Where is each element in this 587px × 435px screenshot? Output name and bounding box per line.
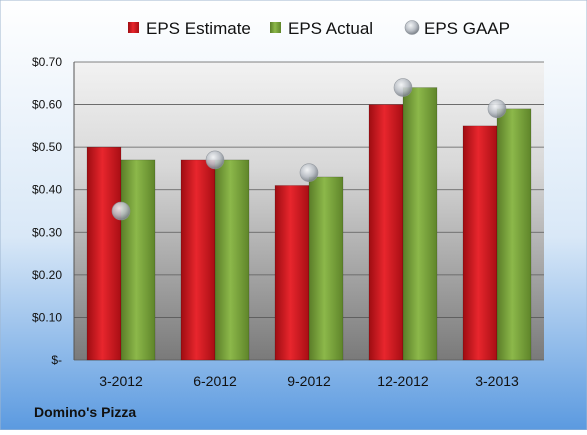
x-tick-label: 6-2012 [193, 373, 237, 389]
bar-eps-actual [214, 159, 250, 361]
x-tick-label: 3-2012 [99, 373, 143, 389]
marker-eps-gaap [111, 201, 131, 221]
x-tick-label: 12-2012 [377, 373, 429, 389]
y-tick-label: $0.20 [32, 268, 62, 282]
legend-swatch [270, 22, 281, 33]
bar-eps-estimate [86, 146, 122, 361]
bar-eps-actual [308, 176, 344, 361]
y-tick-label: $0.30 [32, 225, 62, 239]
bar-eps-actual [496, 108, 532, 361]
legend-label: EPS GAAP [424, 19, 510, 38]
legend-label: EPS Actual [288, 19, 373, 38]
legend-swatch [128, 22, 139, 33]
marker-eps-gaap [299, 163, 319, 182]
bar-eps-actual [120, 159, 156, 361]
y-tick-label: $- [51, 353, 62, 367]
y-tick-label: $0.10 [32, 310, 62, 324]
bar-eps-estimate [368, 104, 404, 361]
y-tick-label: $0.60 [32, 98, 62, 112]
bar-eps-estimate [180, 159, 216, 361]
marker-eps-gaap [393, 78, 413, 97]
x-tick-label: 3-2013 [475, 373, 519, 389]
y-tick-label: $0.50 [32, 140, 62, 154]
y-tick-label: $0.40 [32, 183, 62, 197]
bar-eps-estimate [462, 125, 498, 361]
company-label: Domino's Pizza [34, 404, 136, 420]
y-tick-label: $0.70 [32, 55, 62, 69]
bar-eps-actual [402, 87, 438, 361]
bar-eps-estimate [274, 185, 310, 361]
x-tick-label: 9-2012 [287, 373, 331, 389]
marker-eps-gaap [205, 150, 225, 170]
legend-label: EPS Estimate [146, 19, 251, 38]
marker-eps-gaap [487, 99, 507, 119]
legend-swatch [404, 20, 420, 35]
